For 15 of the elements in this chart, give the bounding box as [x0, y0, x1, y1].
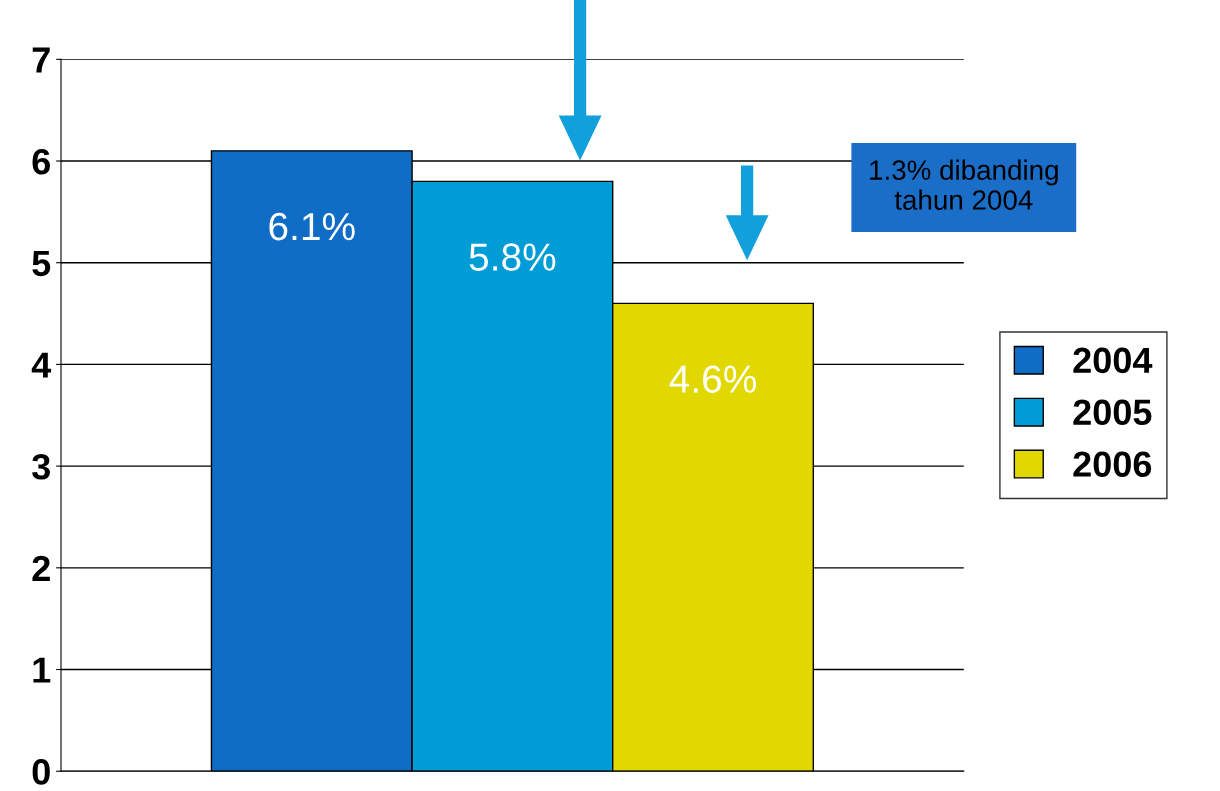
y-tick-label: 3	[32, 453, 50, 480]
data-label: 4.6%	[669, 365, 756, 393]
y-tick-label: 6	[32, 148, 50, 175]
y-tick-label: 0	[32, 759, 50, 785]
y-tick-label: 1	[33, 657, 51, 683]
legend-label: 2004	[1073, 347, 1153, 374]
legend-label: 2006	[1073, 451, 1152, 477]
legend-label: 2005	[1073, 399, 1152, 426]
y-tick-label: 7	[32, 47, 50, 73]
annotation: 1.3% dibanding tahun 2004	[870, 159, 1058, 210]
y-tick-label: 4	[31, 352, 52, 378]
data-label: 5.8%	[469, 243, 556, 271]
y-tick-label: 2	[32, 555, 50, 581]
y-tick-label: 5	[32, 250, 51, 277]
data-label: 6.1%	[269, 212, 355, 241]
